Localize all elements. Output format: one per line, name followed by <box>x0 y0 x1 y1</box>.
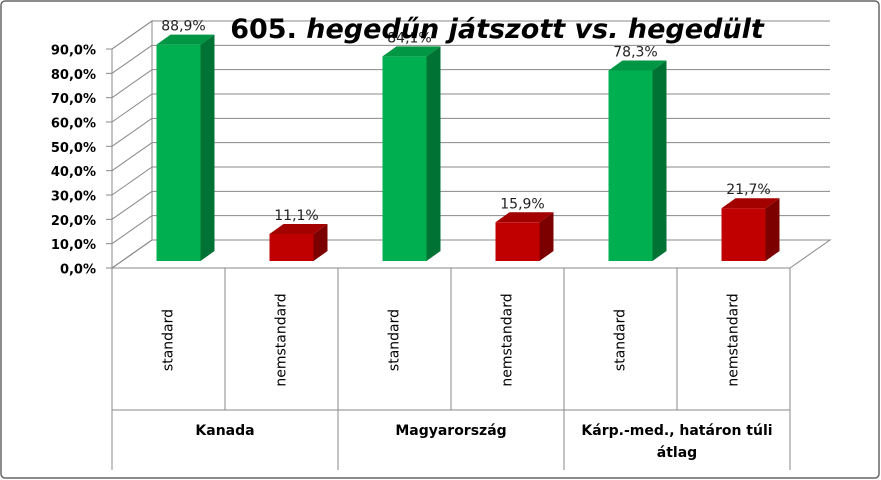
bar-top <box>382 46 441 57</box>
group-label: Magyarország <box>395 423 507 439</box>
grid-line <box>111 190 153 220</box>
chart-title: 605. hegedűn játszott vs. hegedült <box>230 14 765 45</box>
y-tick-label: 10,0% <box>51 238 96 253</box>
bar-top <box>156 34 215 45</box>
bar-top <box>608 60 667 71</box>
grid-line <box>111 117 153 147</box>
x-tick-label: nemstandard <box>500 293 516 386</box>
group-label: Kárp.-med., határon túli átlag <box>581 423 773 461</box>
grid-line <box>111 166 153 196</box>
value-label: 15,9% <box>500 196 544 212</box>
bar-top <box>495 212 554 223</box>
bar <box>608 70 653 261</box>
bar <box>495 222 540 261</box>
y-tick-label: 80,0% <box>51 68 96 83</box>
bar <box>269 233 314 261</box>
grid-line <box>111 20 153 50</box>
group-label-box: Kárp.-med., határon túli átlag <box>581 423 773 461</box>
bar-side <box>200 34 215 261</box>
y-tick-label: 50,0% <box>51 141 96 156</box>
bar <box>721 208 766 261</box>
grid-line <box>111 215 153 245</box>
grid-line <box>111 44 153 74</box>
y-tick-label: 0,0% <box>60 263 96 278</box>
grid-line <box>111 69 153 99</box>
y-tick-label: 30,0% <box>51 190 96 205</box>
grid-line <box>111 93 153 123</box>
bar-side <box>765 198 780 261</box>
bar-top <box>269 223 328 234</box>
value-label: 11,1% <box>274 208 318 224</box>
value-label: 78,3% <box>613 44 657 60</box>
group-label: Kanada <box>195 423 255 439</box>
y-tick-label: 20,0% <box>51 214 96 229</box>
bar-side <box>652 60 667 261</box>
value-label: 84,1% <box>387 30 431 46</box>
x-tick-label: standard <box>613 309 629 371</box>
value-label: 21,7% <box>726 182 770 198</box>
x-tick-label: nemstandard <box>726 293 742 386</box>
group-label-box: Kanada <box>195 423 255 439</box>
group-label-box: Magyarország <box>395 423 507 439</box>
bar-side <box>539 212 554 261</box>
y-tick-label: 60,0% <box>51 117 96 132</box>
bar-side <box>313 223 328 261</box>
bar-top <box>721 198 780 209</box>
x-tick-label: nemstandard <box>274 293 290 386</box>
bar-side <box>426 46 441 262</box>
y-tick-label: 70,0% <box>51 92 96 107</box>
bar <box>156 44 201 261</box>
grid-line <box>111 239 153 269</box>
value-label: 88,9% <box>161 19 205 35</box>
y-tick-label: 40,0% <box>51 165 96 180</box>
x-tick-label: standard <box>387 309 403 371</box>
grid-line <box>111 142 153 172</box>
bar <box>382 56 427 262</box>
x-tick-label: standard <box>161 309 177 371</box>
y-tick-label: 90,0% <box>51 44 96 59</box>
